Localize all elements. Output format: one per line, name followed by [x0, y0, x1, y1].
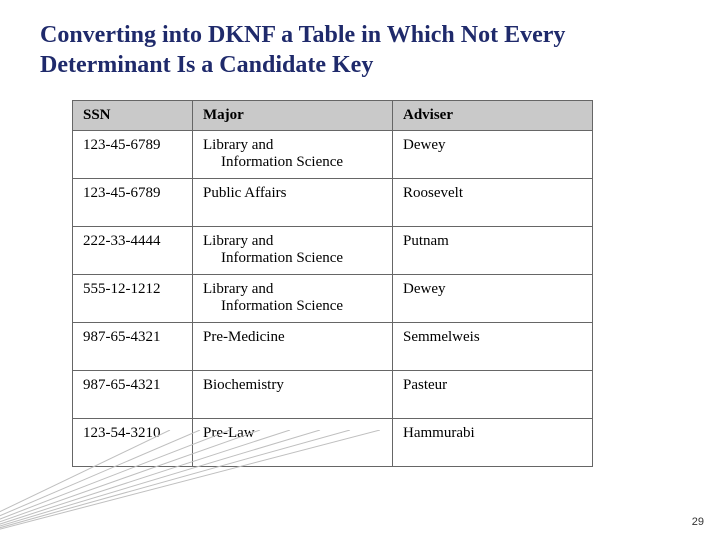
title-line-1: Converting into DKNF a Table in Which No… — [40, 22, 565, 48]
cell-major-sub: Information Science — [203, 154, 382, 171]
cell-major: Pre-Medicine — [193, 323, 393, 371]
table-row: 987-65-4321Pre-MedicineSemmelweis — [73, 323, 593, 371]
page-number: 29 — [692, 516, 704, 528]
cell-major: Library andInformation Science — [193, 227, 393, 275]
table-row: 222-33-4444Library andInformation Scienc… — [73, 227, 593, 275]
cell-major: Public Affairs — [193, 179, 393, 227]
title-line-2: Determinant Is a Candidate Key — [40, 52, 373, 78]
table-header-row: SSN Major Adviser — [73, 101, 593, 131]
cell-adviser: Putnam — [393, 227, 593, 275]
cell-ssn: 987-65-4321 — [73, 323, 193, 371]
cell-adviser: Pasteur — [393, 371, 593, 419]
table-container: SSN Major Adviser 123-45-6789Library and… — [0, 80, 720, 467]
cell-major: Pre-Law — [193, 419, 393, 467]
cell-major-sub: Information Science — [203, 298, 382, 315]
cell-adviser: Hammurabi — [393, 419, 593, 467]
cell-major: Library andInformation Science — [193, 275, 393, 323]
table-row: 123-54-3210Pre-LawHammurabi — [73, 419, 593, 467]
col-header-ssn: SSN — [73, 101, 193, 131]
table-row: 123-45-6789Public AffairsRoosevelt — [73, 179, 593, 227]
col-header-adviser: Adviser — [393, 101, 593, 131]
cell-ssn: 123-45-6789 — [73, 179, 193, 227]
cell-ssn: 222-33-4444 — [73, 227, 193, 275]
cell-adviser: Dewey — [393, 131, 593, 179]
cell-adviser: Dewey — [393, 275, 593, 323]
cell-adviser: Semmelweis — [393, 323, 593, 371]
cell-ssn: 987-65-4321 — [73, 371, 193, 419]
table-row: 123-45-6789Library andInformation Scienc… — [73, 131, 593, 179]
table-row: 987-65-4321BiochemistryPasteur — [73, 371, 593, 419]
cell-major: Library andInformation Science — [193, 131, 393, 179]
slide-title: Converting into DKNF a Table in Which No… — [0, 0, 720, 80]
cell-ssn: 123-54-3210 — [73, 419, 193, 467]
dknf-table: SSN Major Adviser 123-45-6789Library and… — [72, 100, 593, 467]
cell-ssn: 555-12-1212 — [73, 275, 193, 323]
cell-major: Biochemistry — [193, 371, 393, 419]
table-row: 555-12-1212Library andInformation Scienc… — [73, 275, 593, 323]
col-header-major: Major — [193, 101, 393, 131]
cell-major-sub: Information Science — [203, 250, 382, 267]
cell-adviser: Roosevelt — [393, 179, 593, 227]
cell-ssn: 123-45-6789 — [73, 131, 193, 179]
